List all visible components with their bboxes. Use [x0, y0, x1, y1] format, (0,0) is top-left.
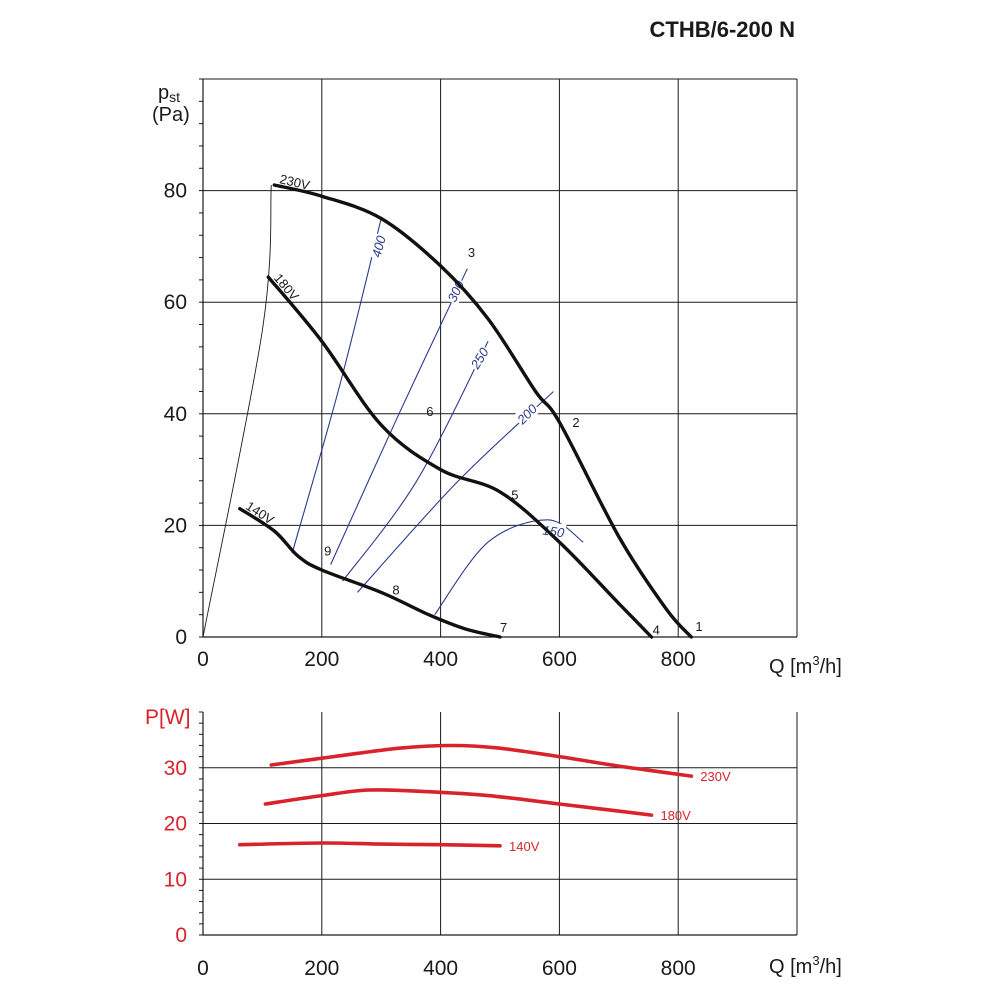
speed-label: 400: [369, 233, 389, 259]
operating-point-label: 6: [426, 404, 433, 419]
power-series-label: 180V: [660, 808, 691, 823]
x-tick-label: 400: [423, 648, 458, 671]
speed-curve: [330, 268, 468, 565]
operating-point-label: 3: [468, 245, 475, 260]
speed-label: 250: [467, 344, 492, 372]
power-curve-180v: [263, 788, 654, 817]
pressure-grid: [199, 78, 798, 638]
speed-label: 150: [542, 523, 566, 541]
pressure-curve-230v: [272, 183, 693, 639]
series-label: 230V: [278, 171, 311, 193]
y-tick-label: 0: [175, 626, 187, 649]
speed-curve: [291, 218, 382, 554]
speed-label-bg: [540, 521, 567, 541]
x-tick-label: 200: [304, 648, 339, 671]
y-axis-unit: (Pa): [152, 104, 190, 126]
y-axis-label: P[W]: [145, 706, 191, 729]
operating-point-label: 2: [572, 415, 579, 430]
y-tick-label: 0: [175, 924, 187, 947]
speed-label-bg: [443, 276, 468, 306]
y-tick-label: 40: [164, 403, 187, 426]
system-curve: [202, 184, 272, 638]
chart-title: CTHB/6-200 N: [650, 17, 795, 42]
x-tick-label: 800: [661, 648, 696, 671]
x-tick-label: 600: [542, 957, 577, 980]
speed-label-bg: [367, 232, 390, 261]
x-tick-label: 800: [661, 957, 696, 980]
x-tick-label: 0: [197, 957, 209, 980]
pressure-curve-180v: [266, 275, 654, 639]
y-tick-label: 80: [164, 180, 187, 203]
x-tick-label: 200: [304, 957, 339, 980]
operating-point-label: 7: [500, 620, 507, 635]
operating-point-label: 1: [695, 619, 702, 634]
operating-point-label: 8: [392, 583, 399, 598]
y-tick-label: 30: [164, 757, 187, 780]
operating-point-label: 5: [511, 488, 518, 503]
power-curve-230v: [269, 743, 694, 778]
x-tick-label: 400: [423, 957, 458, 980]
speed-label-bg: [512, 399, 541, 428]
power-plot: 0 10 20 30 0 200 400 600 800 P[W] Q [m3/h] 230V 180V…: [145, 706, 842, 980]
power-series-label: 230V: [700, 769, 731, 784]
speed-label-bg: [466, 343, 493, 373]
pressure-curve-140v: [238, 507, 502, 639]
y-tick-label: 20: [164, 813, 187, 836]
power-curve-140v: [238, 841, 502, 848]
speed-curve: [342, 341, 489, 582]
power-series-label: 140V: [509, 839, 540, 854]
operating-point-label: 4: [653, 623, 660, 638]
y-tick-label: 60: [164, 291, 187, 314]
power-grid: [199, 711, 798, 936]
y-tick-label: 20: [164, 514, 187, 537]
y-tick-label: 10: [164, 868, 187, 891]
x-tick-label: 0: [197, 648, 209, 671]
x-axis-label: Q [m3/h]: [769, 653, 842, 678]
speed-curve: [434, 519, 584, 616]
x-tick-label: 600: [542, 648, 577, 671]
x-axis-label: Q [m3/h]: [769, 953, 842, 978]
y-axis-label: pst: [158, 82, 180, 105]
operating-point-label: 9: [324, 544, 331, 559]
